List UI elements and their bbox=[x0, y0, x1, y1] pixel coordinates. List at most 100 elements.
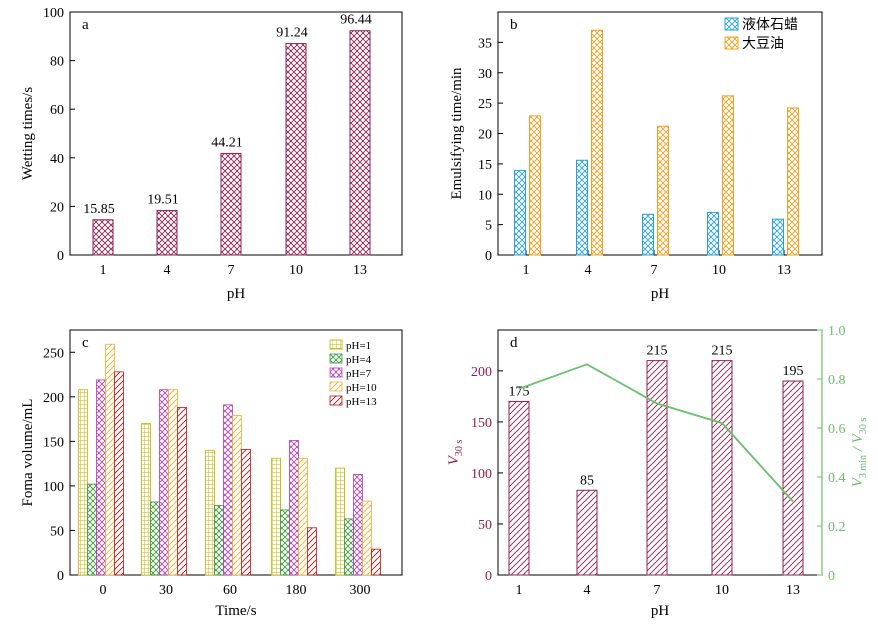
y2-tick-label: 1.0 bbox=[828, 324, 846, 339]
x-tick-label: 7 bbox=[228, 263, 235, 278]
y-tick-label: 100 bbox=[43, 6, 64, 21]
bar bbox=[92, 219, 114, 256]
data-label: 91.24 bbox=[276, 26, 308, 41]
bar bbox=[285, 43, 307, 256]
legend-label: pH=13 bbox=[346, 396, 377, 408]
x-tick-label: 7 bbox=[651, 263, 658, 278]
y-tick-label: 250 bbox=[43, 346, 64, 361]
legend-swatch bbox=[724, 17, 739, 31]
legend-swatch bbox=[329, 381, 343, 392]
bar-series-3 bbox=[159, 389, 169, 576]
legend-swatch bbox=[329, 353, 343, 364]
x-tick-label: 4 bbox=[164, 263, 171, 278]
y-axis-label: Emulsifying time/min bbox=[449, 67, 465, 200]
y-tick-label: 100 bbox=[471, 467, 492, 482]
y2-tick-label: 0.6 bbox=[828, 422, 846, 437]
bar-series-3 bbox=[289, 440, 299, 576]
bar-series-5 bbox=[371, 548, 381, 576]
y2-tick-label: 0 bbox=[828, 569, 835, 584]
bar bbox=[576, 489, 598, 576]
data-label: 215 bbox=[647, 344, 668, 359]
bar-series-1 bbox=[205, 449, 215, 576]
data-label: 19.51 bbox=[147, 193, 179, 208]
bar-series-5 bbox=[114, 371, 124, 576]
data-label: 175 bbox=[509, 384, 530, 399]
bar-series-1 bbox=[514, 170, 526, 256]
x-tick-label: 7 bbox=[654, 583, 661, 598]
x-tick-label: 60 bbox=[223, 583, 237, 598]
panel-letter: a bbox=[82, 17, 89, 33]
bar-series-2 bbox=[214, 505, 224, 576]
x-tick-label: 4 bbox=[584, 583, 591, 598]
bar bbox=[711, 360, 733, 576]
y-tick-label: 20 bbox=[478, 128, 492, 143]
bar-series-1 bbox=[707, 211, 719, 256]
y-tick-label: 50 bbox=[50, 524, 64, 539]
bar bbox=[782, 380, 804, 576]
data-label: 215 bbox=[712, 344, 733, 359]
legend-swatch bbox=[329, 395, 343, 406]
y-tick-label: 30 bbox=[478, 67, 492, 82]
y-tick-label: 0 bbox=[57, 569, 64, 584]
bar bbox=[646, 360, 668, 576]
x-tick-label: 13 bbox=[786, 583, 800, 598]
x-tick-label: 0 bbox=[100, 583, 107, 598]
bar-series-2 bbox=[87, 483, 97, 576]
x-tick-label: 10 bbox=[289, 263, 303, 278]
bar bbox=[508, 400, 530, 576]
bar bbox=[220, 152, 242, 256]
x-tick-label: 4 bbox=[585, 263, 592, 278]
y-axis-label: V30 s bbox=[446, 440, 465, 466]
y-tick-label: 50 bbox=[478, 518, 492, 533]
y-tick-label: 35 bbox=[478, 36, 492, 51]
panel-letter: b bbox=[510, 17, 518, 33]
x-tick-label: 30 bbox=[159, 583, 173, 598]
bar-series-2 bbox=[787, 107, 799, 256]
x-tick-label: 1 bbox=[523, 263, 530, 278]
bar-series-1 bbox=[271, 457, 281, 576]
legend-label: 大豆油 bbox=[742, 36, 784, 52]
bar-series-4 bbox=[362, 500, 372, 576]
x-axis-label: pH bbox=[227, 286, 246, 302]
x-axis-label: pH bbox=[651, 286, 670, 302]
y-tick-label: 60 bbox=[50, 103, 64, 118]
y-tick-label: 200 bbox=[471, 365, 492, 380]
bar-series-3 bbox=[223, 404, 233, 576]
legend-label: pH=7 bbox=[346, 368, 372, 380]
bar bbox=[349, 30, 371, 256]
data-label: 85 bbox=[580, 473, 594, 488]
bar-series-1 bbox=[141, 423, 151, 576]
bar-series-3 bbox=[353, 473, 363, 576]
bar-series-3 bbox=[96, 379, 106, 576]
legend-swatch bbox=[724, 36, 739, 50]
bar-series-2 bbox=[722, 95, 734, 256]
bar-series-5 bbox=[307, 527, 317, 576]
x-tick-label: 13 bbox=[777, 263, 791, 278]
y-tick-label: 0 bbox=[57, 249, 64, 264]
bar-series-1 bbox=[576, 159, 588, 256]
bar-series-1 bbox=[78, 389, 88, 576]
bar-series-4 bbox=[168, 389, 178, 576]
y-tick-label: 25 bbox=[478, 97, 492, 112]
y-tick-label: 80 bbox=[50, 55, 64, 70]
bar-series-1 bbox=[772, 218, 784, 256]
bar-series-2 bbox=[529, 115, 541, 256]
y-tick-label: 40 bbox=[50, 152, 64, 167]
data-label: 96.44 bbox=[340, 13, 372, 28]
y-tick-label: 20 bbox=[50, 200, 64, 215]
x-tick-label: 1 bbox=[516, 583, 523, 598]
panel-d: 0 50 100 150 200 0 0.2 0.4 0.6 0.8 1.0 1 4 7 10 13 175 85… bbox=[446, 324, 869, 619]
panel-letter: c bbox=[82, 335, 89, 351]
bar-series-1 bbox=[642, 213, 654, 256]
bar-series-1 bbox=[335, 467, 345, 576]
x-tick-label: 300 bbox=[350, 583, 371, 598]
bar-series-2 bbox=[344, 518, 354, 576]
x-tick-label: 1 bbox=[100, 263, 107, 278]
bar-series-2 bbox=[150, 501, 160, 576]
bar bbox=[156, 210, 178, 256]
x-tick-label: 13 bbox=[353, 263, 367, 278]
data-label: 195 bbox=[783, 364, 804, 379]
bar-series-5 bbox=[177, 407, 187, 576]
y-axis-label: Foma volume/mL bbox=[20, 399, 36, 507]
